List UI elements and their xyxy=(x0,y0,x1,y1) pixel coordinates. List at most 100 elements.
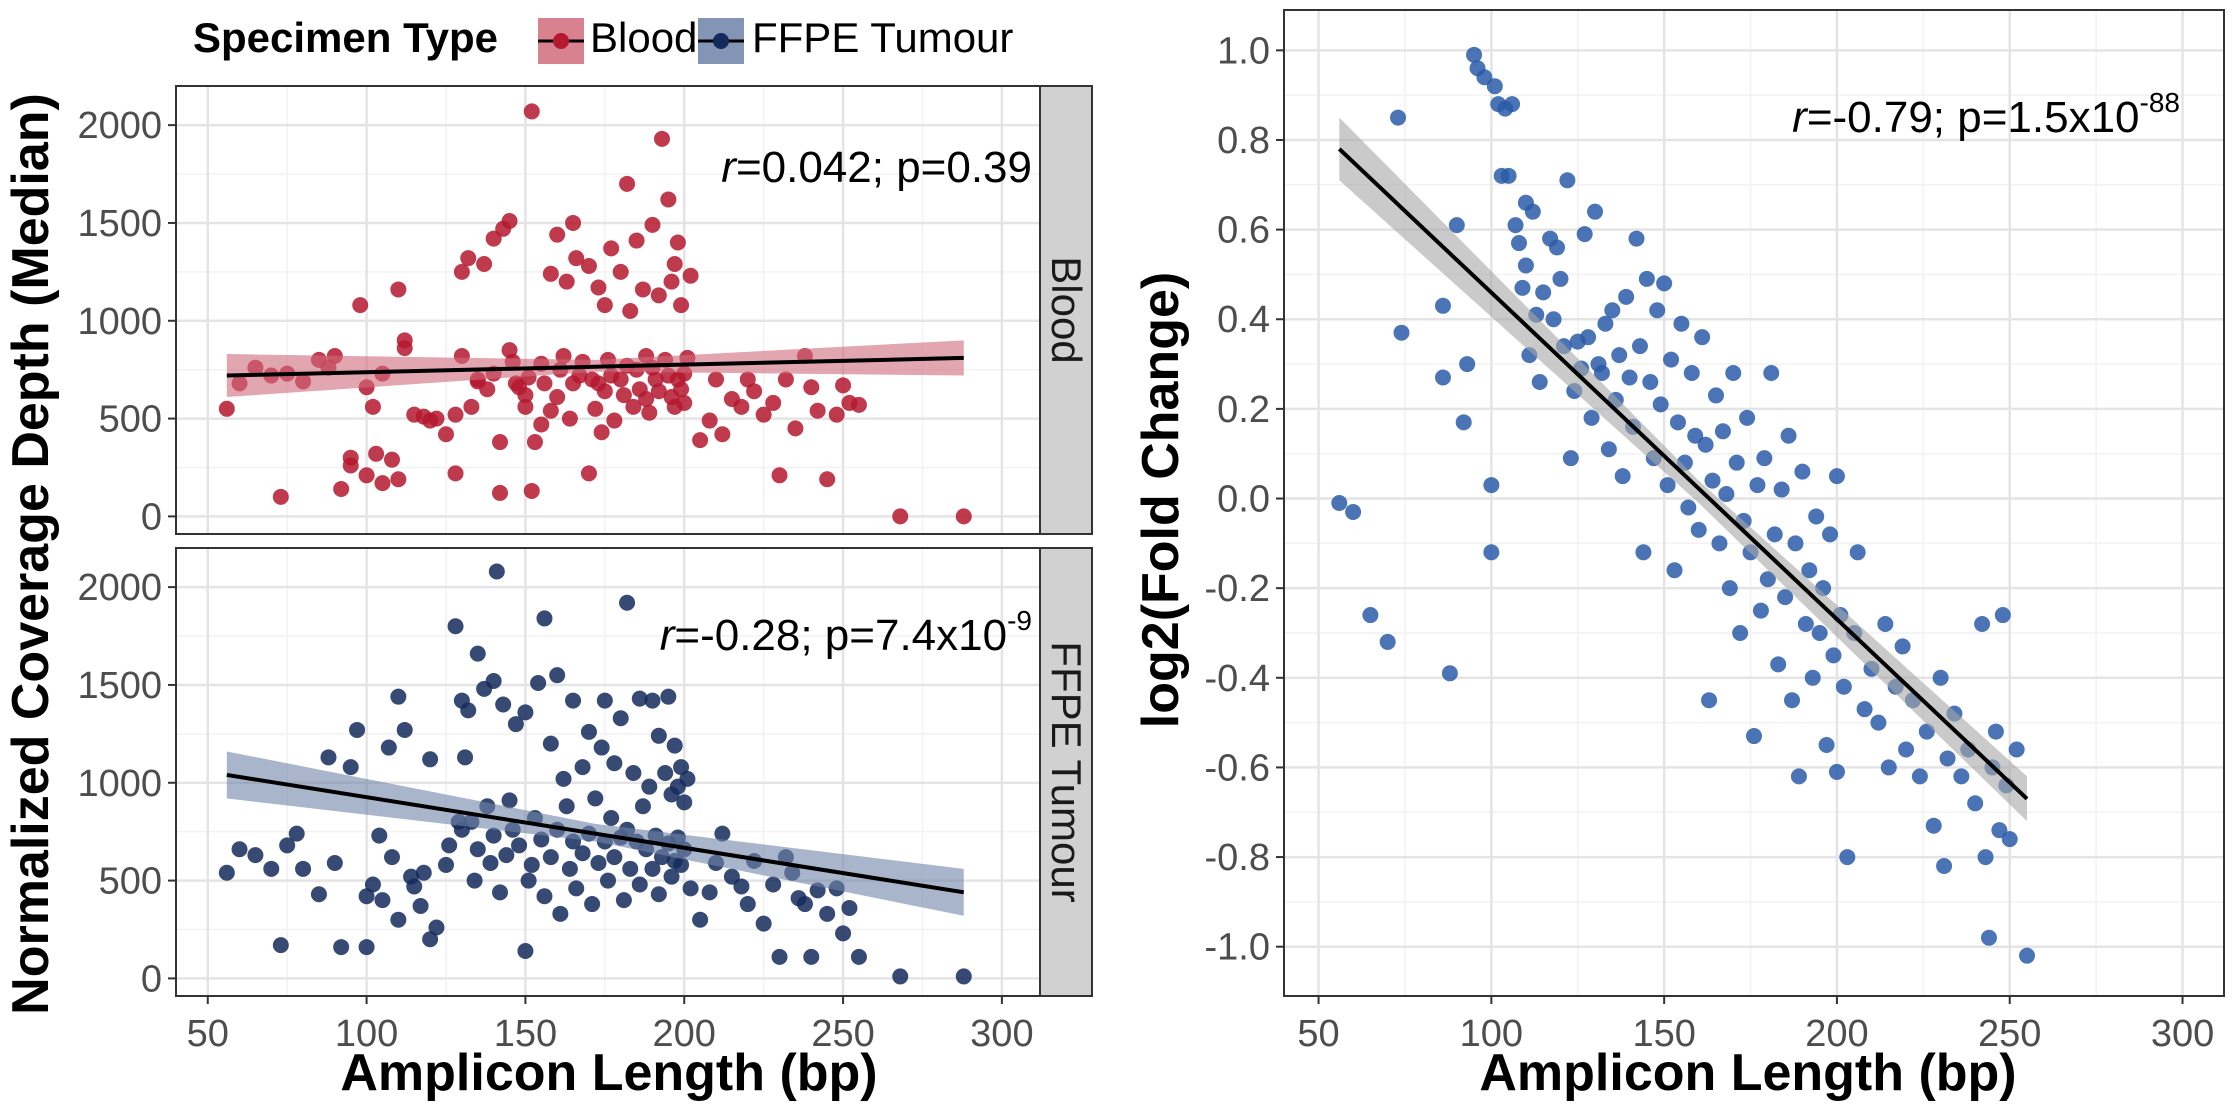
data-point xyxy=(584,896,601,913)
right-y-axis-title: log2(Fold Change) xyxy=(1132,272,1190,728)
legend-key-blood-point xyxy=(553,33,569,49)
data-point xyxy=(1559,172,1576,189)
data-point xyxy=(364,876,381,893)
y-tick-label: 1500 xyxy=(77,203,162,245)
data-point xyxy=(422,751,439,768)
data-point xyxy=(447,618,464,635)
data-point xyxy=(542,265,559,282)
regression-line xyxy=(226,772,965,895)
data-point xyxy=(371,827,388,844)
x-tick-label: 300 xyxy=(2151,1013,2214,1055)
data-point xyxy=(1818,737,1835,754)
data-point xyxy=(1345,503,1362,520)
data-point xyxy=(1666,562,1683,579)
data-point xyxy=(1856,701,1873,718)
data-point xyxy=(619,175,636,192)
data-point xyxy=(1486,78,1503,95)
annotation-exponent: -9 xyxy=(1007,605,1032,636)
data-point xyxy=(568,250,585,267)
data-point xyxy=(634,798,651,815)
legend-label-blood: Blood xyxy=(590,14,697,61)
data-point xyxy=(641,778,658,795)
correlation-annotation: r=0.042; p=0.39 xyxy=(721,143,1032,192)
data-point xyxy=(1593,365,1610,382)
data-point xyxy=(1756,450,1773,467)
data-point xyxy=(615,387,632,404)
data-point xyxy=(2019,947,2036,964)
data-point xyxy=(1597,315,1614,332)
data-point xyxy=(412,898,429,915)
data-point xyxy=(492,884,508,901)
data-point xyxy=(654,130,670,147)
data-point xyxy=(218,400,235,417)
data-point xyxy=(549,226,566,243)
annotation-text: =0.042; p=0.39 xyxy=(736,143,1032,192)
data-point xyxy=(606,755,623,772)
data-point xyxy=(558,798,575,815)
y-tick-label: 0.0 xyxy=(1217,479,1270,521)
data-point xyxy=(501,212,518,229)
y-tick-label: -1.0 xyxy=(1205,927,1270,969)
right-x-axis-title: Amplicon Length (bp) xyxy=(1479,1044,2016,1102)
data-point xyxy=(1749,477,1766,494)
y-tick-label: -0.2 xyxy=(1205,568,1270,610)
y-tick-label: 0 xyxy=(141,958,162,1000)
data-point xyxy=(469,645,486,662)
data-point xyxy=(644,860,661,877)
data-point xyxy=(593,424,610,441)
x-tick-label: 50 xyxy=(187,1013,229,1055)
facet-strip-label: Blood xyxy=(1043,256,1090,363)
data-point xyxy=(463,398,480,415)
data-point xyxy=(469,841,486,858)
data-point xyxy=(447,406,464,423)
data-point xyxy=(574,759,591,776)
data-point xyxy=(1545,311,1562,328)
data-point xyxy=(1673,315,1690,332)
data-point xyxy=(1763,365,1780,382)
data-point xyxy=(1390,109,1407,126)
annotation-text: =-0.79; p=1.5x10 xyxy=(1807,93,2140,142)
data-point xyxy=(390,471,407,488)
data-point xyxy=(533,416,550,433)
x-tick-label: 50 xyxy=(1297,1013,1339,1055)
y-tick-label: 0.2 xyxy=(1217,389,1270,431)
data-point xyxy=(574,845,591,862)
data-point xyxy=(1659,477,1676,494)
data-point xyxy=(517,398,534,415)
data-point xyxy=(580,257,597,274)
data-point xyxy=(631,876,648,893)
data-point xyxy=(390,911,407,928)
data-point xyxy=(634,281,651,298)
data-point xyxy=(501,792,518,809)
data-point xyxy=(733,878,750,895)
plot-border xyxy=(1283,9,2225,997)
data-point xyxy=(809,402,826,419)
data-point xyxy=(358,939,375,956)
data-point xyxy=(2008,741,2025,758)
data-point xyxy=(673,297,690,314)
data-point xyxy=(358,467,375,484)
y-tick-label: -0.6 xyxy=(1205,747,1270,789)
data-point xyxy=(1870,714,1887,731)
data-point xyxy=(1649,302,1666,319)
data-point xyxy=(536,610,553,627)
data-point xyxy=(1500,167,1517,184)
data-point xyxy=(644,216,661,233)
data-point xyxy=(676,394,693,411)
data-point xyxy=(841,899,858,916)
data-point xyxy=(615,892,632,909)
data-point xyxy=(1701,692,1718,709)
data-point xyxy=(819,905,836,922)
data-point xyxy=(272,488,289,505)
data-point xyxy=(1825,647,1842,664)
data-point xyxy=(1680,499,1697,516)
data-point xyxy=(628,232,645,249)
data-point xyxy=(1725,365,1742,382)
data-point xyxy=(714,426,731,443)
data-point xyxy=(326,854,343,871)
data-point xyxy=(542,402,559,419)
data-point xyxy=(523,482,540,499)
data-point xyxy=(666,256,683,273)
data-point xyxy=(787,420,804,437)
data-point xyxy=(1483,477,1500,494)
